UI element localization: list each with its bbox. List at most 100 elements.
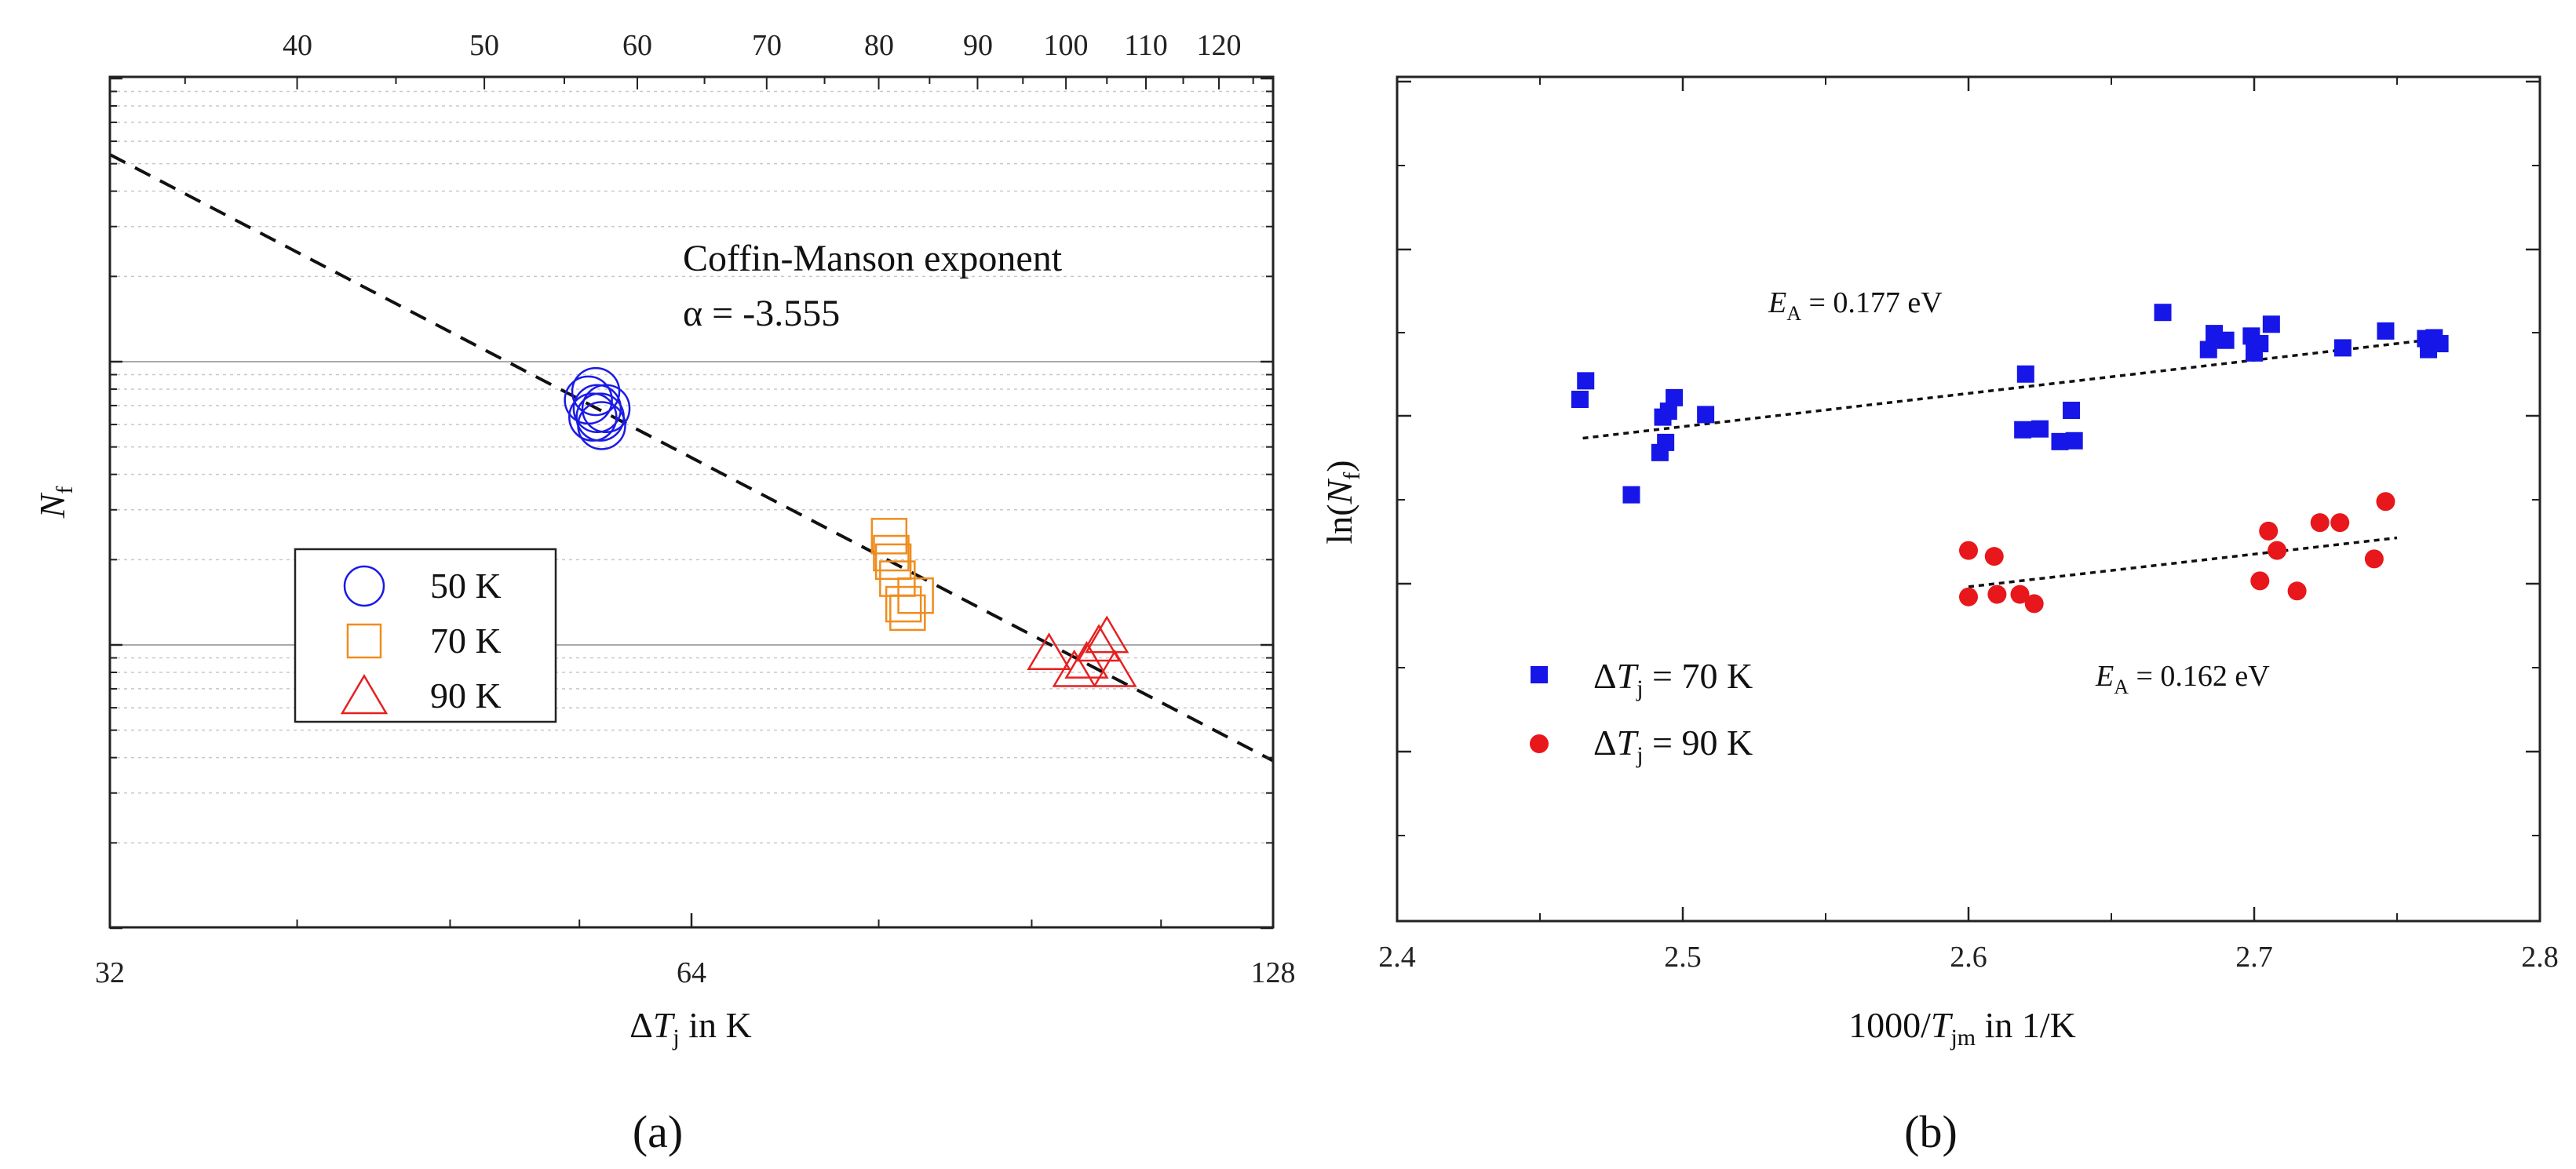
a-point-50K [572, 384, 622, 434]
b-point-square [2014, 421, 2032, 439]
b-point-square [2154, 304, 2172, 322]
a-point-50K [564, 375, 613, 425]
b-legend: ΔTj = 70 K ΔTj = 90 K [1530, 656, 1753, 768]
b-point-circle [1987, 584, 2007, 604]
b-point-circle [1984, 547, 2004, 566]
a-top-xtick-label: 120 [1197, 29, 1242, 62]
panel-b-ticks [1396, 77, 2541, 921]
a-point-90K [1052, 649, 1096, 687]
b-legend-marker-circle [1530, 734, 1549, 753]
b-point-square [2262, 315, 2280, 333]
panel-a-frame [108, 75, 1275, 929]
panel-a: 32 64 128 40 50 60 70 80 90 100 110 120 … [32, 29, 1296, 1051]
a-legend-marker-triangle [340, 673, 389, 715]
a-legend-label: 50 K [430, 566, 502, 606]
b-legend-label-70k: ΔTj = 70 K [1593, 656, 1753, 701]
b-point-circle [2330, 513, 2350, 533]
b-xtick-label: 2.4 [1378, 941, 1416, 974]
b-legend-marker-square [1531, 666, 1548, 683]
b-point-square [1659, 402, 1677, 421]
b-point-square [1577, 372, 1595, 390]
a-point-70K [874, 543, 912, 581]
a-annotation-line2: α = -3.555 [683, 293, 840, 334]
a-top-xtick-label: 100 [1044, 29, 1089, 62]
b-point-circle [2024, 594, 2044, 614]
panel-a-grid [110, 90, 1273, 844]
panel-b: 2.4 2.5 2.6 2.7 2.8 1000/Tjm in 1/K ln(N… [1319, 75, 2559, 1051]
panel-a-ticks [108, 77, 1275, 930]
a-legend-label: 70 K [430, 621, 502, 661]
b-point-circle [2376, 492, 2395, 512]
b-fit-line [1582, 337, 2440, 440]
a-top-xtick-label: 80 [864, 29, 894, 62]
a-y-axis-label: Nf [32, 486, 78, 519]
panel-b-markers [1571, 304, 2449, 614]
a-top-xtick-label: 90 [963, 29, 993, 62]
b-point-circle [2287, 581, 2307, 601]
b-point-square [2065, 432, 2083, 450]
a-legend-marker-square [346, 623, 382, 659]
b-point-circle [2364, 549, 2384, 569]
b-point-circle [2268, 541, 2287, 560]
a-point-70K [873, 534, 910, 572]
a-point-90K [1076, 624, 1122, 662]
b-legend-label-90k: ΔTj = 90 K [1593, 723, 1753, 768]
a-top-xtick-label: 40 [283, 29, 312, 62]
b-point-square [2217, 331, 2235, 349]
panel-a-label: (a) [633, 1106, 683, 1157]
b-point-square [2016, 365, 2034, 383]
b-xtick-label: 2.7 [2235, 941, 2273, 974]
b-xtick-label: 2.5 [1664, 941, 1702, 974]
a-legend-box [294, 548, 557, 723]
b-annotation-ea-177: EA = 0.177 eV [1768, 286, 1943, 325]
b-point-square [2251, 335, 2269, 353]
b-point-square [2031, 420, 2049, 438]
b-point-square [2431, 335, 2449, 353]
b-xtick-label: 2.6 [1950, 941, 1987, 974]
b-point-circle [2010, 584, 2030, 604]
a-x-axis-label: ΔTj in K [629, 1005, 752, 1051]
a-top-xtick-label: 70 [752, 29, 782, 62]
a-point-90K [1085, 615, 1129, 654]
a-point-50K [568, 392, 618, 442]
b-point-circle [1959, 541, 1978, 560]
a-top-xtick-label: 60 [622, 29, 652, 62]
b-y-axis-label: ln(Nf) [1319, 460, 1365, 544]
a-legend-label: 90 K [430, 676, 502, 716]
b-point-circle [1959, 587, 1978, 606]
b-xtick-label: 2.8 [2521, 941, 2559, 974]
b-point-square [2333, 339, 2352, 357]
b-annotation-ea-162: EA = 0.162 eV [2095, 660, 2270, 698]
a-legend: 50 K 70 K 90 K [294, 548, 557, 723]
panel-b-label: (b) [1904, 1106, 1958, 1157]
a-point-90K [1027, 632, 1071, 671]
b-point-square [1697, 406, 1715, 424]
b-point-square [1657, 433, 1675, 451]
a-point-50K [571, 366, 621, 417]
panel-a-fit-line [109, 153, 1274, 763]
a-point-90K [1093, 649, 1137, 687]
b-x-axis-label: 1000/Tjm in 1/K [1848, 1005, 2076, 1051]
b-point-square [2063, 402, 2081, 420]
panel-b-frame [1396, 75, 2541, 923]
a-point-70K [897, 577, 934, 614]
b-point-square [1571, 391, 1589, 409]
a-fit-line [109, 153, 1274, 763]
a-xtick-label: 128 [1251, 956, 1296, 989]
panel-a-markers [564, 366, 1137, 687]
a-xtick-label: 64 [677, 956, 706, 989]
a-annotation-line1: Coffin-Manson exponent [683, 238, 1063, 279]
a-legend-marker-circle [343, 565, 385, 607]
b-fit-line [1968, 536, 2398, 588]
b-point-circle [2250, 571, 2270, 591]
b-point-square [2199, 341, 2217, 359]
b-point-circle [2310, 513, 2330, 533]
a-xtick-label: 32 [95, 956, 125, 989]
b-point-square [1622, 486, 1640, 504]
a-point-70K [885, 585, 922, 623]
b-point-square [1666, 388, 1684, 406]
b-point-circle [2259, 521, 2279, 541]
panel-b-fit-lines [1582, 337, 2440, 588]
a-point-50K [581, 384, 631, 434]
a-top-xtick-label: 50 [469, 29, 499, 62]
